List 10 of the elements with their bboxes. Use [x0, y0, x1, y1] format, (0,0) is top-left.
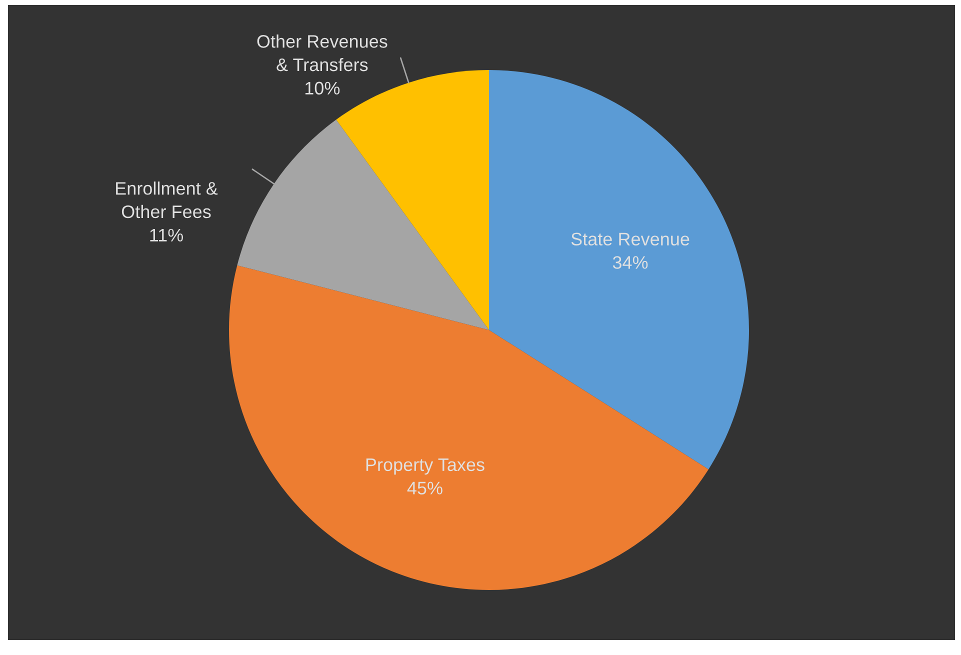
data-label: 10%: [305, 82, 340, 95]
data-label: 34%: [612, 256, 648, 269]
slice-label: Property Taxes: [366, 458, 484, 475]
pie-slice: [237, 120, 489, 330]
data-label: 11%: [150, 228, 184, 242]
slice-label: Enrollment & Other Fees: [116, 182, 218, 218]
slice-label: Other Revenues & Transfers: [257, 34, 388, 72]
slice-label: State Revenue: [571, 232, 690, 246]
pie-slice: [489, 70, 749, 470]
data-label: 45%: [407, 482, 442, 494]
